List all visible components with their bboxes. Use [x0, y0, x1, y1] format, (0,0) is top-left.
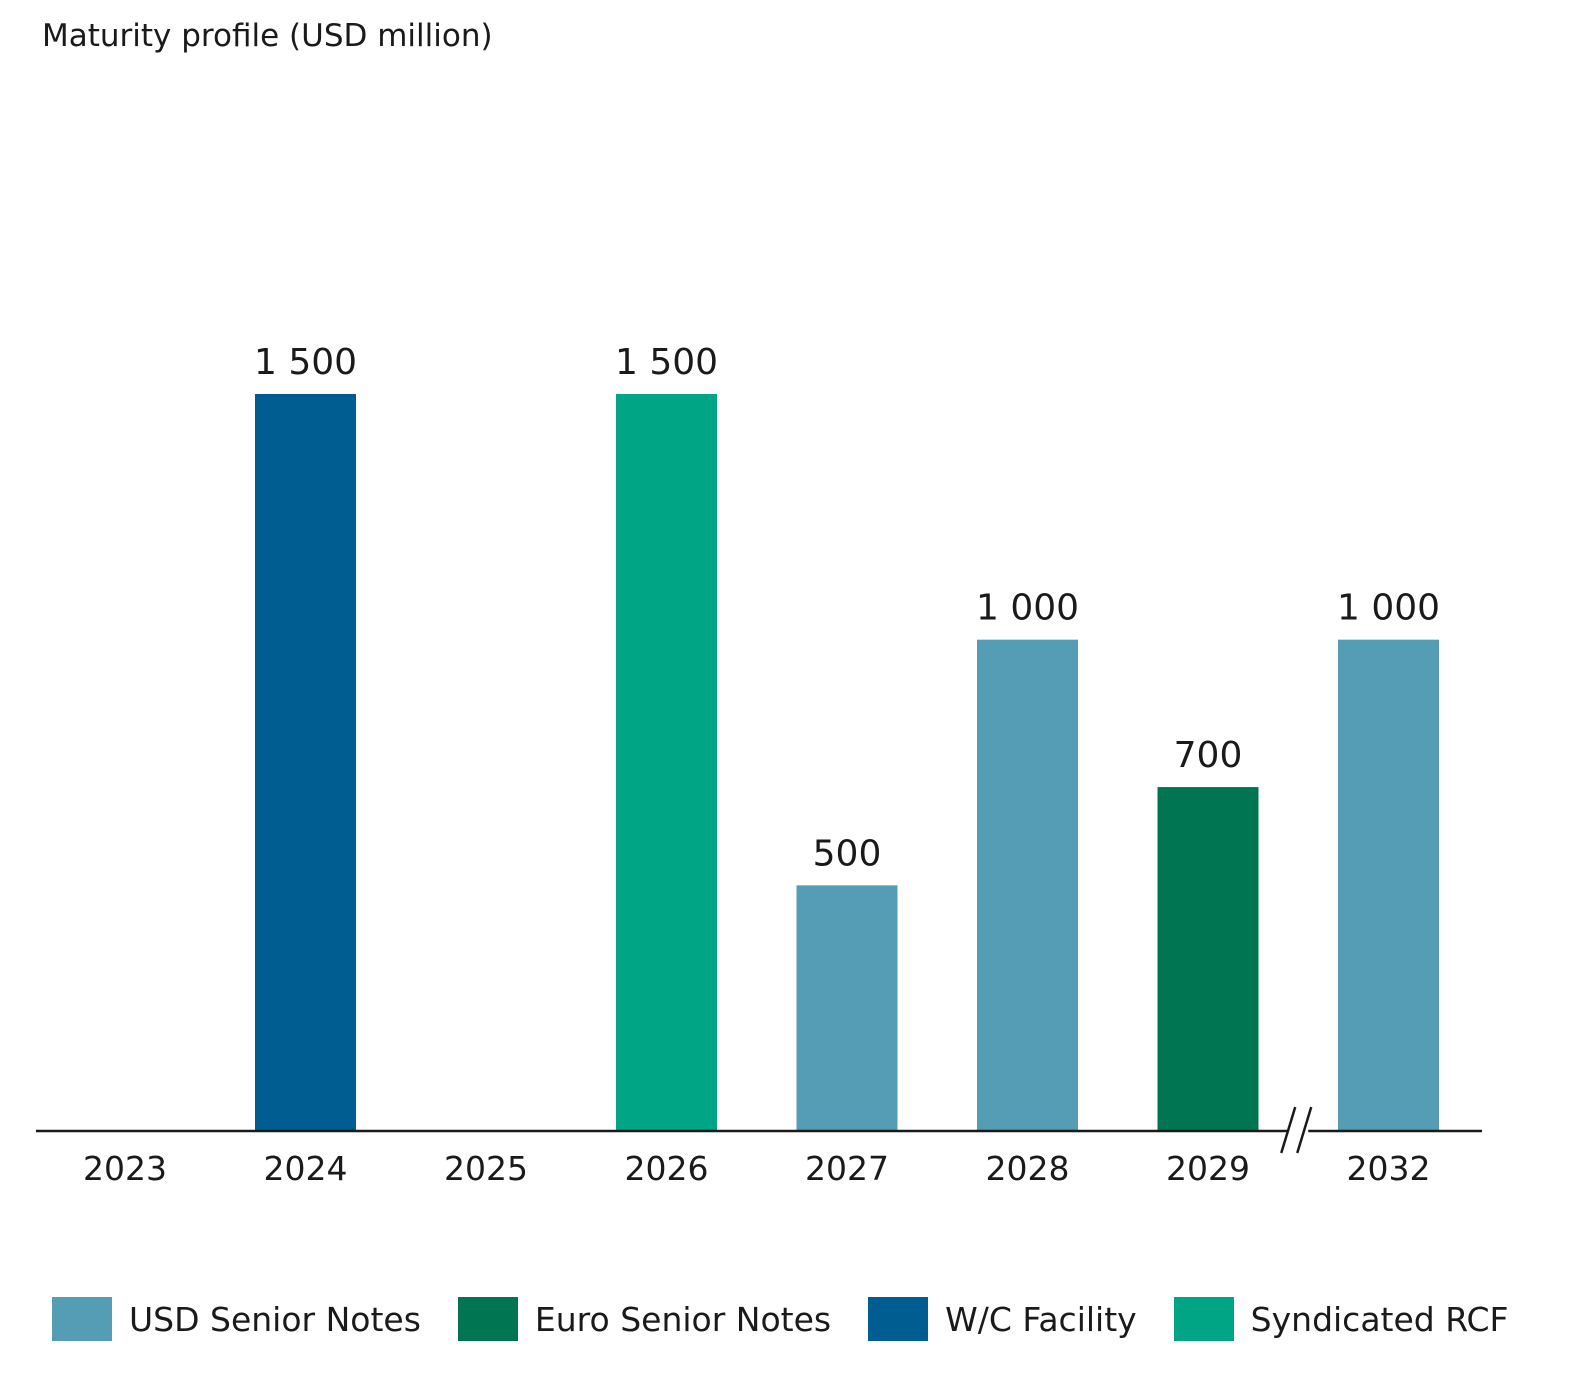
legend-item-syndicated-rcf: Syndicated RCF — [1173, 1297, 1509, 1341]
value-label-2028: 1 000 — [976, 588, 1079, 629]
value-labels-group: 1 500 1 500 500 1 000 700 1 000 — [254, 342, 1440, 874]
x-tick-label-2028: 2028 — [986, 1149, 1070, 1188]
legend: USD Senior Notes Euro Senior Notes W/C F… — [52, 1296, 1509, 1342]
axis-break-slash-1 — [1280, 1106, 1297, 1154]
legend-swatch — [457, 1297, 518, 1341]
legend-item-wc-facility: W/C Facility — [868, 1297, 1137, 1341]
value-label-2032: 1 000 — [1337, 588, 1440, 629]
value-label-2024: 1 500 — [254, 342, 357, 383]
value-label-2027: 500 — [813, 833, 882, 874]
chart-title: Maturity profile (USD million) — [42, 18, 493, 54]
bar-2027 — [796, 885, 898, 1131]
axis-break-mark — [1280, 1106, 1313, 1154]
x-tick-label-2027: 2027 — [805, 1149, 889, 1188]
axis-break-gap — [1288, 1127, 1309, 1135]
x-tick-label-2032: 2032 — [1347, 1149, 1431, 1188]
legend-label: Syndicated RCF — [1250, 1299, 1509, 1339]
legend-swatch — [1173, 1297, 1234, 1341]
bar-2026 — [616, 394, 717, 1131]
legend-item-euro-senior-notes: Euro Senior Notes — [457, 1297, 832, 1341]
legend-swatch — [868, 1297, 929, 1341]
bars-group — [255, 394, 1439, 1131]
value-label-2026: 1 500 — [615, 342, 718, 383]
bar-2028 — [977, 639, 1078, 1131]
axis-break-slash-2 — [1296, 1106, 1313, 1154]
x-tick-label-2025: 2025 — [444, 1149, 528, 1188]
legend-label: W/C Facility — [945, 1299, 1137, 1339]
x-tick-labels-group: 2023 2024 2025 2026 2027 2028 2029 2032 — [83, 1149, 1430, 1188]
x-tick-label-2023: 2023 — [83, 1149, 167, 1188]
bar-2032 — [1338, 639, 1439, 1131]
legend-swatch — [52, 1297, 112, 1341]
x-tick-label-2029: 2029 — [1166, 1149, 1250, 1188]
legend-label: USD Senior Notes — [129, 1299, 421, 1339]
legend-item-usd-senior-notes: USD Senior Notes — [52, 1297, 421, 1341]
x-tick-label-2024: 2024 — [264, 1149, 348, 1188]
legend-label: Euro Senior Notes — [534, 1299, 832, 1339]
bar-2029 — [1157, 787, 1259, 1131]
x-tick-label-2026: 2026 — [625, 1149, 709, 1188]
bar-2024 — [255, 394, 356, 1131]
value-label-2029: 700 — [1174, 735, 1243, 776]
